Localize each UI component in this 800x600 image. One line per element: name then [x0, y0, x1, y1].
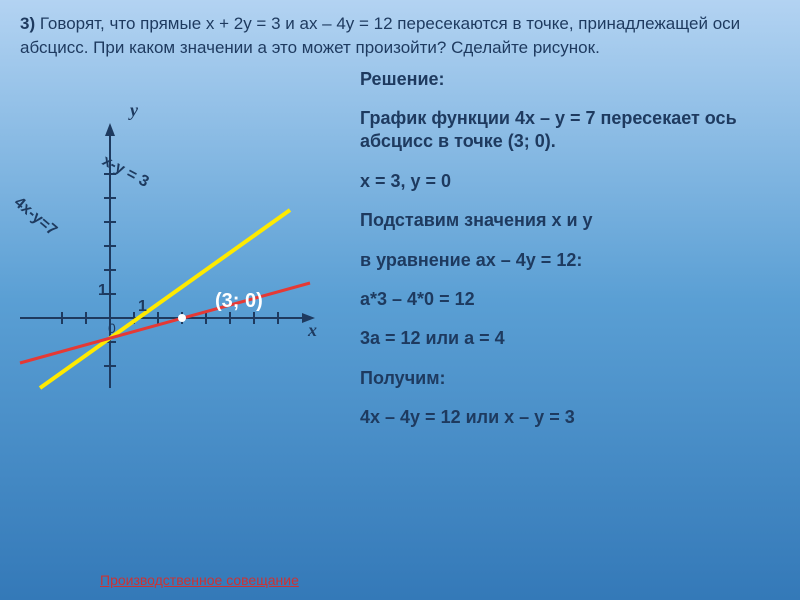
problem-statement: 3) Говорят, что прямые x + 2y = 3 и ax –… — [0, 0, 800, 68]
graph-svg — [10, 88, 350, 488]
solution-line: 4x – 4y = 12 или x – y = 3 — [360, 406, 780, 429]
problem-number: 3) — [20, 14, 35, 33]
content-area: y x 0 1 1 x-y = 3 4x-y=7 (3; 0) Решение:… — [0, 68, 800, 488]
solution-line: График функции 4x – y = 7 пересекает ось… — [360, 107, 780, 154]
footer-link[interactable]: Производственное совещание — [100, 572, 299, 588]
solution-area: Решение: График функции 4x – y = 7 перес… — [340, 68, 780, 488]
x-tick-1: 1 — [138, 298, 147, 316]
solution-heading: Решение: — [360, 68, 780, 91]
solution-line: x = 3, y = 0 — [360, 170, 780, 193]
solution-line: Подставим значения x и y — [360, 209, 780, 232]
origin-label: 0 — [108, 320, 116, 336]
solution-line: a*3 – 4*0 = 12 — [360, 288, 780, 311]
problem-text: Говорят, что прямые x + 2y = 3 и ax – 4y… — [20, 14, 740, 57]
solution-line: 3a = 12 или a = 4 — [360, 327, 780, 350]
x-axis-label: x — [308, 320, 317, 341]
y-tick-1: 1 — [98, 282, 107, 300]
graph-area: y x 0 1 1 x-y = 3 4x-y=7 (3; 0) — [20, 68, 340, 488]
solution-line: Получим: — [360, 367, 780, 390]
y-axis-label: y — [130, 100, 138, 121]
solution-line: в уравнение ax – 4y = 12: — [360, 249, 780, 272]
intersection-point-label: (3; 0) — [215, 290, 263, 313]
